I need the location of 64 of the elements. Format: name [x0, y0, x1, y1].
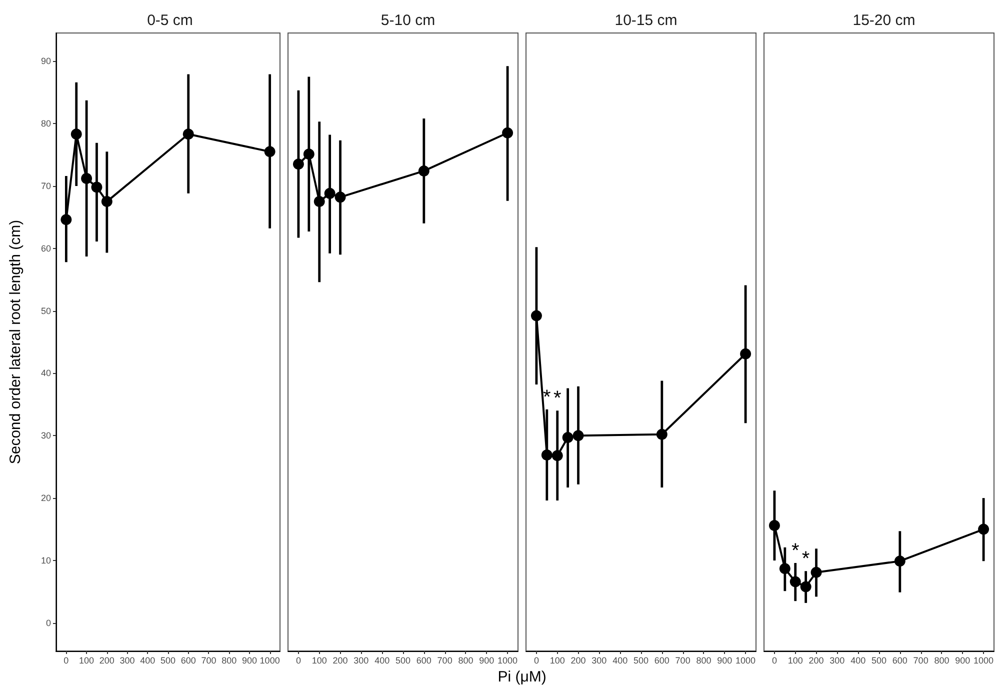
chart-title: 15-20 cm: [852, 12, 916, 29]
y-tick-label: 80: [40, 118, 51, 129]
x-tick-label: 400: [140, 656, 156, 666]
x-tick-label: 500: [395, 656, 411, 666]
x-axis-title: Pi (μM): [498, 668, 546, 686]
x-tick-label: 700: [913, 656, 928, 666]
x-tick-label: 700: [201, 656, 216, 666]
x-tick-label: 0: [64, 656, 69, 666]
y-tick-label: 10: [40, 555, 51, 566]
x-tick-label: 200: [99, 656, 114, 666]
y-tick-label: 90: [40, 56, 51, 66]
x-tick-label: 100: [312, 656, 327, 666]
x-tick-label: 900: [242, 656, 257, 666]
x-tick-label: 300: [830, 656, 845, 666]
x-tick-label: 1000: [974, 656, 994, 666]
x-tick-label: 0: [296, 656, 301, 666]
annotation: *: [553, 388, 562, 410]
chart-title: 10-15 cm: [614, 12, 678, 29]
y-tick-label: 20: [40, 493, 51, 504]
y-tick-label: 40: [40, 368, 51, 378]
x-tick-label: 300: [354, 656, 369, 666]
annotation: *: [791, 540, 800, 562]
x-tick-label: 200: [808, 656, 824, 666]
x-tick-label: 800: [934, 656, 950, 666]
x-tick-label: 400: [850, 656, 866, 666]
annotation: *: [543, 386, 552, 408]
x-tick-label: 800: [458, 656, 474, 666]
x-tick-label: 300: [592, 656, 607, 666]
x-tick-label: 100: [788, 656, 803, 666]
y-tick-label: 50: [40, 306, 51, 316]
x-tick-label: 1000: [260, 656, 280, 666]
x-tick-label: 0: [534, 656, 539, 666]
x-tick-label: 800: [696, 656, 712, 666]
x-tick-label: 600: [892, 656, 908, 666]
x-tick-label: 600: [654, 656, 670, 666]
x-tick-label: 100: [79, 656, 94, 666]
x-tick-label: 400: [374, 656, 390, 666]
x-tick-label: 300: [120, 656, 135, 666]
y-axis-title: Second order lateral root length (cm): [7, 220, 24, 464]
x-tick-label: 200: [332, 656, 348, 666]
x-tick-label: 800: [222, 656, 237, 666]
y-tick-label: 70: [40, 180, 51, 191]
y-tick-label: 0: [46, 618, 51, 628]
x-tick-label: 500: [871, 656, 887, 666]
x-tick-label: 700: [437, 656, 452, 666]
x-tick-label: 500: [633, 656, 649, 666]
annotation: *: [802, 548, 810, 570]
x-tick-label: 100: [550, 656, 565, 666]
y-tick-label: 30: [40, 430, 51, 441]
x-tick-label: 200: [570, 656, 586, 666]
y-tick-label: 60: [40, 243, 51, 254]
x-tick-label: 1000: [498, 656, 518, 666]
chart-title: 0-5 cm: [147, 12, 193, 29]
x-tick-label: 900: [479, 656, 494, 666]
x-tick-label: 600: [180, 656, 196, 666]
x-tick-label: 400: [612, 656, 628, 666]
x-tick-label: 900: [717, 656, 732, 666]
x-tick-label: 0: [772, 656, 777, 666]
x-tick-label: 500: [160, 656, 176, 666]
x-tick-label: 600: [416, 656, 432, 666]
x-tick-label: 900: [955, 656, 970, 666]
x-tick-label: 700: [675, 656, 690, 666]
chart-title: 5-10 cm: [380, 12, 436, 29]
x-tick-label: 1000: [736, 656, 756, 666]
